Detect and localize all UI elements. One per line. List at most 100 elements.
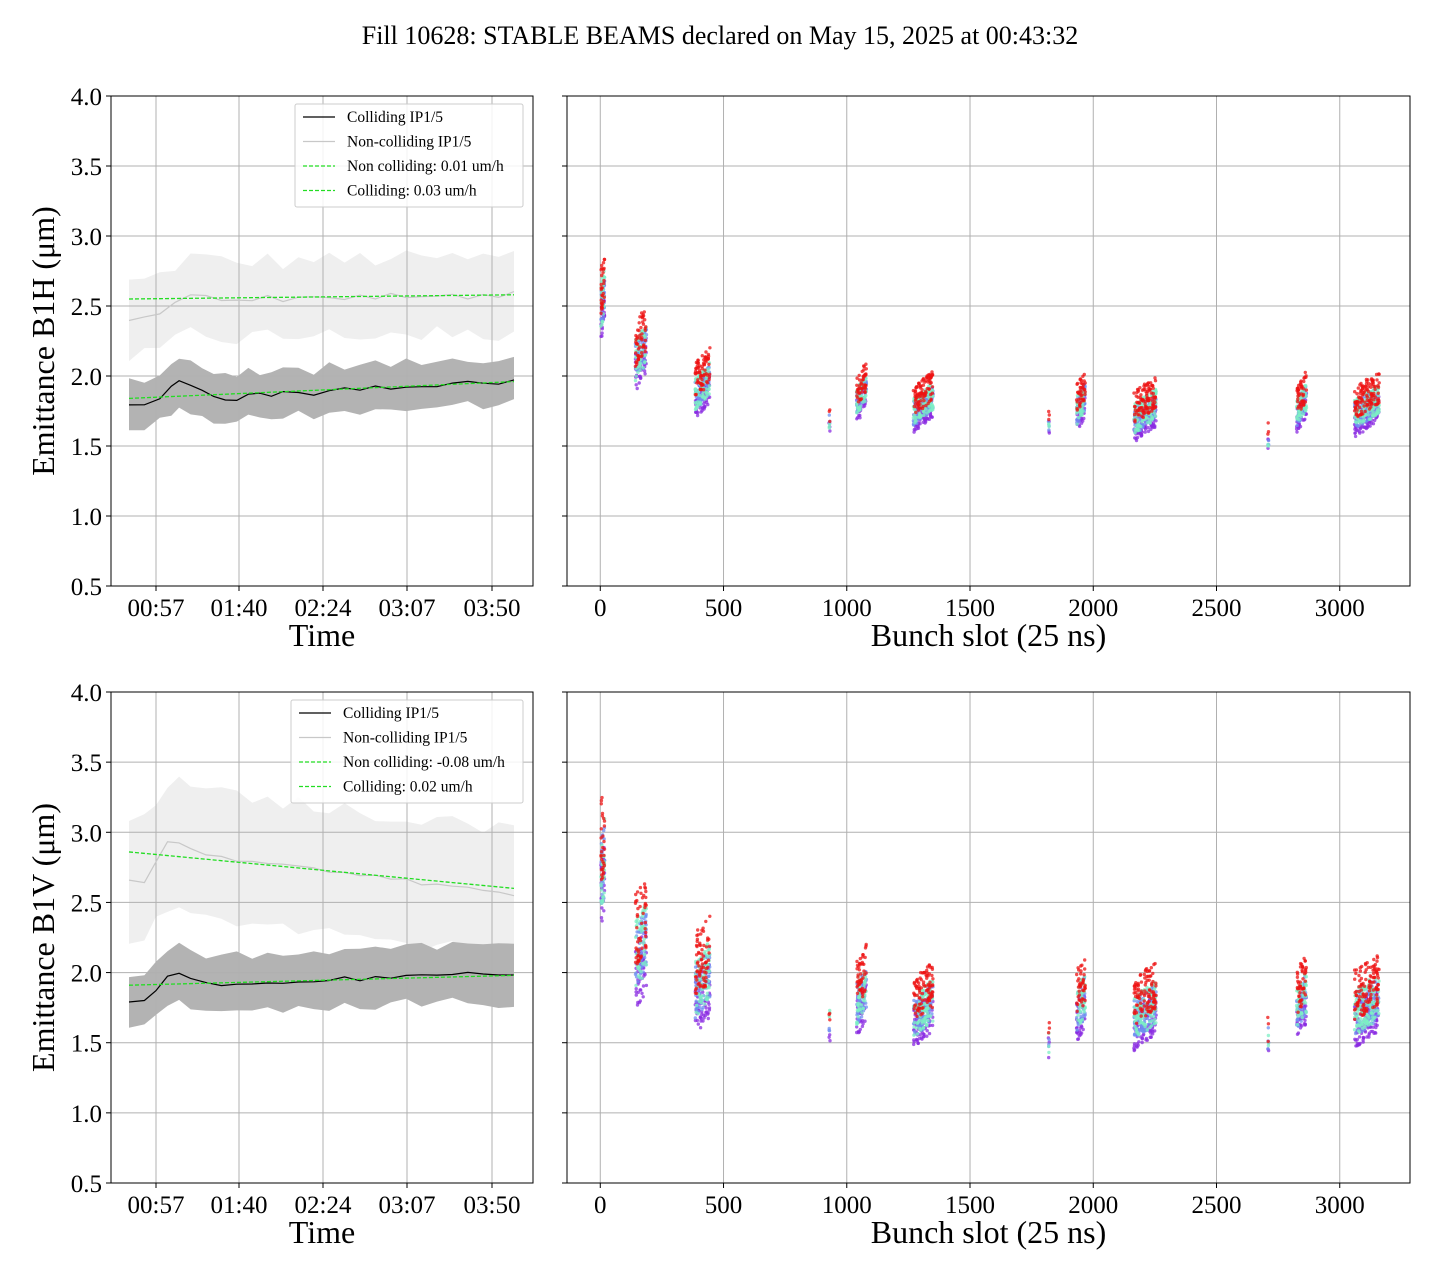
bunch-point — [1304, 970, 1308, 975]
bunch-point — [1135, 390, 1139, 395]
bunch-point — [1374, 372, 1379, 377]
time-axes-frame — [110, 691, 534, 1184]
bunch-point — [640, 946, 644, 950]
bunch-point — [701, 361, 706, 365]
bunch-point — [857, 384, 862, 388]
bunch-point — [634, 333, 638, 338]
bunch-point — [1303, 417, 1307, 421]
bunch-point — [1152, 403, 1156, 407]
legend-label: Colliding: 0.03 um/h — [347, 183, 477, 200]
bunch-point — [856, 1003, 860, 1007]
bunch-point — [633, 364, 638, 368]
bunch-point — [693, 988, 698, 992]
bunch-point — [635, 1003, 640, 1007]
bunch-point — [1136, 987, 1141, 991]
bunch-point — [1079, 1019, 1083, 1023]
bunch-point — [1145, 1028, 1150, 1032]
bunch-point — [1353, 400, 1357, 404]
bunch-point — [861, 953, 865, 957]
bunch-point — [1366, 384, 1371, 389]
bunch-point — [1363, 400, 1367, 404]
bunch-point — [855, 985, 859, 989]
bunch-point — [1296, 1031, 1301, 1035]
y-tick-label: 1.5 — [71, 1031, 102, 1058]
time-axis-label: Time — [289, 1214, 355, 1250]
bunch-point — [1136, 428, 1140, 432]
bunch-point — [1139, 1008, 1143, 1012]
bunch-point — [1047, 1037, 1051, 1042]
bunch-point — [1369, 405, 1373, 409]
bunch-point — [637, 1000, 642, 1005]
bunch-point — [602, 257, 607, 262]
bunch-point — [1136, 983, 1140, 987]
bunch-point — [915, 977, 919, 982]
bunch-point — [827, 1029, 832, 1033]
bunch-point — [637, 321, 641, 325]
bunch-point — [1134, 1021, 1139, 1025]
bunch-point — [857, 378, 862, 382]
bunch-point — [855, 406, 860, 410]
y-tick-label: 2.5 — [71, 294, 102, 321]
bunch-point — [1076, 1037, 1081, 1041]
bunch-point — [599, 307, 604, 311]
bunch-point — [602, 839, 606, 844]
bunch-point — [1304, 394, 1308, 398]
bunch-point — [701, 990, 705, 994]
bunch-point — [700, 962, 705, 966]
bunch-point — [925, 1034, 929, 1038]
bunch-point — [1047, 428, 1051, 432]
legend-label: Non colliding: -0.08 um/h — [343, 754, 505, 771]
bunch-point — [599, 877, 604, 881]
bunch-point — [1143, 983, 1148, 987]
y-tick-label: 1.5 — [71, 434, 102, 461]
bunch-point — [634, 990, 638, 994]
bunch-point — [1371, 422, 1376, 426]
bunch-point — [1294, 427, 1299, 431]
time-tick-label: 03:07 — [379, 595, 436, 622]
bunch-point — [1147, 999, 1151, 1004]
bunch-point — [707, 937, 711, 941]
legend-label: Non-colliding IP1/5 — [343, 730, 468, 747]
y-tick-label: 2.5 — [71, 890, 102, 917]
bunch-point — [930, 389, 934, 393]
bunch-point — [600, 293, 604, 297]
bunch-point — [1047, 1055, 1051, 1060]
bunch-point — [1301, 965, 1305, 969]
bunch-point — [855, 383, 859, 387]
bunch-point — [927, 387, 931, 391]
bunch-point — [919, 1002, 923, 1006]
bunch-point — [1081, 1027, 1085, 1032]
bunch-point — [1369, 382, 1374, 386]
bunch-point — [1147, 988, 1152, 992]
bunch-point — [695, 969, 699, 973]
bunch-point — [634, 983, 638, 988]
bunch-point — [1296, 1010, 1300, 1014]
bunch-point — [1377, 979, 1381, 983]
bunch-point — [635, 386, 639, 391]
bunch-point — [640, 351, 644, 355]
bunch-point — [694, 991, 699, 996]
bunch-point — [1368, 400, 1373, 404]
bunch-point — [1367, 417, 1372, 421]
y-tick-label: 4.0 — [71, 680, 102, 707]
bunch-point — [1357, 420, 1361, 424]
bunch-point — [1365, 398, 1370, 402]
bunch-point — [634, 935, 638, 939]
bunch-point — [1359, 388, 1363, 393]
time-tick-label: 00:57 — [128, 595, 185, 622]
bunch-point — [1133, 431, 1137, 435]
bunch-point — [706, 954, 710, 959]
bunch-point — [599, 286, 603, 290]
bunch-point — [929, 995, 933, 1000]
bunch-point — [1154, 984, 1158, 988]
bunch-point — [929, 398, 933, 402]
bunch-point — [643, 920, 648, 925]
bunch-point — [1146, 994, 1151, 999]
legend-label: Colliding IP1/5 — [343, 705, 439, 722]
bunch-point — [1354, 413, 1359, 417]
bunch-point — [855, 388, 860, 392]
bunch-point — [1353, 390, 1357, 394]
bunch-point — [863, 999, 867, 1003]
bunch-point — [634, 383, 638, 387]
